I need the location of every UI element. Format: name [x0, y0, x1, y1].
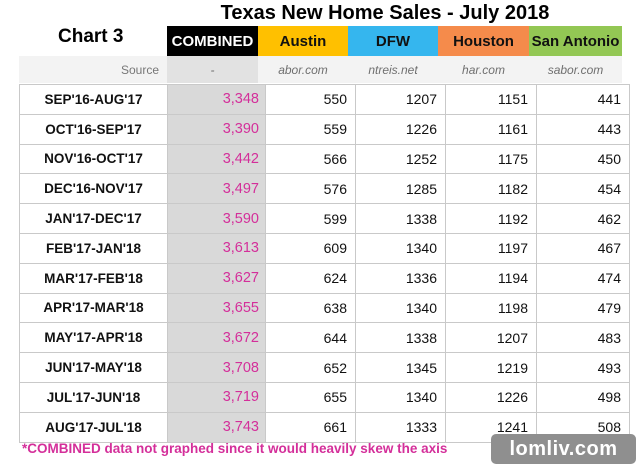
cell-austin: 661 [265, 411, 356, 443]
cell-austin: 624 [265, 262, 356, 294]
cell-combined: 3,497 [167, 173, 266, 205]
cell-combined: 3,743 [167, 411, 266, 443]
chart-label: Chart 3 [58, 26, 124, 47]
table-row: MAR'17-FEB'18 3,627 624 1336 1194 474 [19, 262, 630, 294]
cell-combined: 3,613 [167, 232, 266, 264]
cell-dfw: 1338 [355, 322, 446, 354]
cell-period: APR'17-MAR'18 [19, 292, 168, 324]
data-table: SEP'16-AUG'17 3,348 550 1207 1151 441 OCT'16-S… [19, 84, 630, 443]
cell-austin: 550 [265, 84, 356, 115]
cell-san-antonio: 443 [536, 113, 630, 145]
source-houston: har.com [438, 56, 529, 83]
cell-combined: 3,348 [167, 84, 266, 115]
cell-san-antonio: 454 [536, 173, 630, 205]
cell-houston: 1226 [445, 381, 537, 413]
source-austin: abor.com [258, 56, 348, 83]
table-row: JUL'17-JUN'18 3,719 655 1340 1226 498 [19, 381, 630, 413]
cell-houston: 1198 [445, 292, 537, 324]
cell-dfw: 1336 [355, 262, 446, 294]
cell-combined: 3,590 [167, 203, 266, 234]
table-row: FEB'17-JAN'18 3,613 609 1340 1197 467 [19, 232, 630, 264]
table-row: MAY'17-APR'18 3,672 644 1338 1207 483 [19, 322, 630, 354]
cell-combined: 3,655 [167, 292, 266, 324]
cell-period: MAY'17-APR'18 [19, 322, 168, 354]
cell-austin: 576 [265, 173, 356, 205]
header-combined: COMBINED [167, 26, 258, 56]
cell-combined: 3,627 [167, 262, 266, 294]
table-row: AUG'17-JUL'18 3,743 661 1333 1241 508 [19, 411, 630, 443]
cell-houston: 1151 [445, 84, 537, 115]
table-row: SEP'16-AUG'17 3,348 550 1207 1151 441 [19, 84, 630, 115]
cell-dfw: 1340 [355, 292, 446, 324]
cell-san-antonio: 441 [536, 84, 630, 115]
cell-period: JAN'17-DEC'17 [19, 203, 168, 234]
cell-period: DEC'16-NOV'17 [19, 173, 168, 205]
source-combined: - [167, 56, 258, 83]
cell-dfw: 1333 [355, 411, 446, 443]
header-houston: Houston [438, 26, 529, 56]
source-label: Source [19, 56, 167, 83]
header-dfw: DFW [348, 26, 438, 56]
cell-san-antonio: 474 [536, 262, 630, 294]
cell-dfw: 1226 [355, 113, 446, 145]
header-austin: Austin [258, 26, 348, 56]
cell-houston: 1219 [445, 352, 537, 383]
table-row: DEC'16-NOV'17 3,497 576 1285 1182 454 [19, 173, 630, 205]
cell-san-antonio: 467 [536, 232, 630, 264]
cell-period: JUN'17-MAY'18 [19, 352, 168, 383]
cell-dfw: 1338 [355, 203, 446, 234]
cell-combined: 3,719 [167, 381, 266, 413]
cell-austin: 655 [265, 381, 356, 413]
cell-austin: 652 [265, 352, 356, 383]
cell-austin: 638 [265, 292, 356, 324]
cell-combined: 3,390 [167, 113, 266, 145]
cell-houston: 1194 [445, 262, 537, 294]
cell-period: MAR'17-FEB'18 [19, 262, 168, 294]
cell-combined: 3,672 [167, 322, 266, 354]
cell-houston: 1192 [445, 203, 537, 234]
cell-san-antonio: 450 [536, 143, 630, 175]
cell-period: FEB'17-JAN'18 [19, 232, 168, 264]
cell-dfw: 1340 [355, 232, 446, 264]
source-dfw: ntreis.net [348, 56, 438, 83]
cell-austin: 599 [265, 203, 356, 234]
cell-dfw: 1285 [355, 173, 446, 205]
footnote: *COMBINED data not graphed since it woul… [22, 441, 448, 456]
table-row: APR'17-MAR'18 3,655 638 1340 1198 479 [19, 292, 630, 324]
cell-combined: 3,708 [167, 352, 266, 383]
cell-period: SEP'16-AUG'17 [19, 84, 168, 115]
source-san-antonio: sabor.com [529, 56, 622, 83]
cell-san-antonio: 498 [536, 381, 630, 413]
table-row: NOV'16-OCT'17 3,442 566 1252 1175 450 [19, 143, 630, 175]
table-body: SEP'16-AUG'17 3,348 550 1207 1151 441 OCT'16-S… [19, 84, 630, 443]
cell-houston: 1207 [445, 322, 537, 354]
cell-period: OCT'16-SEP'17 [19, 113, 168, 145]
cell-houston: 1161 [445, 113, 537, 145]
cell-dfw: 1345 [355, 352, 446, 383]
cell-houston: 1197 [445, 232, 537, 264]
cell-san-antonio: 483 [536, 322, 630, 354]
cell-austin: 644 [265, 322, 356, 354]
cell-period: JUL'17-JUN'18 [19, 381, 168, 413]
cell-san-antonio: 493 [536, 352, 630, 383]
cell-dfw: 1252 [355, 143, 446, 175]
cell-san-antonio: 479 [536, 292, 630, 324]
cell-houston: 1182 [445, 173, 537, 205]
cell-san-antonio: 462 [536, 203, 630, 234]
cell-austin: 559 [265, 113, 356, 145]
cell-austin: 566 [265, 143, 356, 175]
cell-period: NOV'16-OCT'17 [19, 143, 168, 175]
cell-austin: 609 [265, 232, 356, 264]
table-row: JAN'17-DEC'17 3,590 599 1338 1192 462 [19, 203, 630, 234]
cell-dfw: 1207 [355, 84, 446, 115]
table-row: OCT'16-SEP'17 3,390 559 1226 1161 443 [19, 113, 630, 145]
table-row: JUN'17-MAY'18 3,708 652 1345 1219 493 [19, 352, 630, 383]
watermark: lomliv.com [491, 434, 636, 464]
cell-houston: 1175 [445, 143, 537, 175]
header-san-antonio: San Antonio [529, 26, 622, 56]
page-title: Texas New Home Sales - July 2018 [220, 2, 550, 24]
cell-dfw: 1340 [355, 381, 446, 413]
cell-combined: 3,442 [167, 143, 266, 175]
cell-period: AUG'17-JUL'18 [19, 411, 168, 443]
